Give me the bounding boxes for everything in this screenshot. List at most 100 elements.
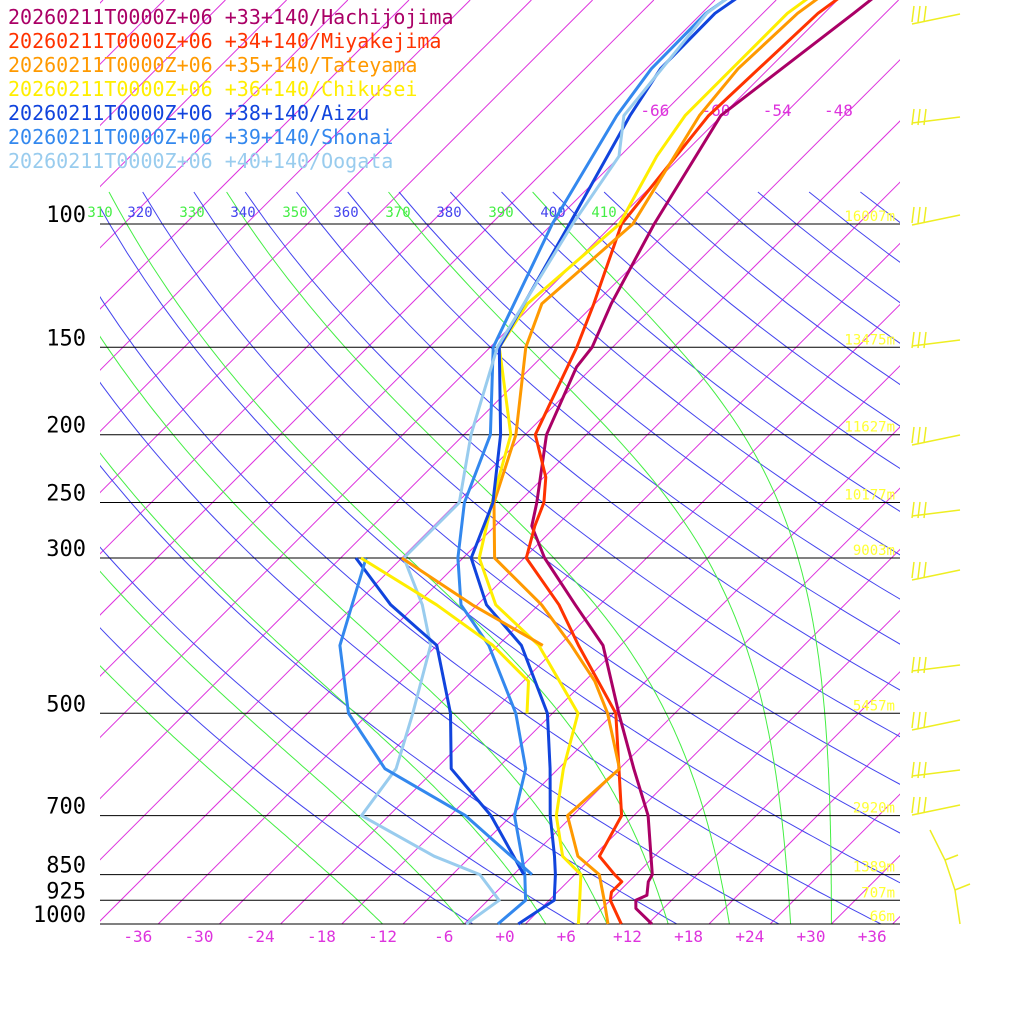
temp-tick-label: -24 [246, 927, 275, 946]
temp-tick-label: +30 [797, 927, 826, 946]
legend-entry: 20260211T0000Z+06 +35+140/Tateyama [8, 53, 417, 77]
wind-barb [911, 108, 961, 126]
height-label: 10177m [844, 488, 895, 504]
isotherm-line [100, 0, 716, 616]
wind-barb [911, 761, 961, 779]
wind-barb [911, 656, 961, 674]
moist-adiabat [388, 191, 792, 924]
isotherm-line [892, 915, 900, 924]
dry-adiabat [398, 191, 900, 600]
moist-adiabat [226, 191, 730, 924]
isotherm-line [647, 671, 900, 924]
isotherm-line [100, 0, 655, 555]
isotherm-line [525, 548, 900, 924]
isotherm-line [100, 0, 471, 371]
series-line [360, 0, 728, 926]
theta-label: 370 [385, 205, 410, 221]
legend-entry: 20260211T0000Z+06 +36+140/Chikusei [8, 77, 417, 101]
height-label: 707m [861, 885, 895, 901]
temp-tick-label: -12 [368, 927, 397, 946]
theta-label: 310 [87, 205, 112, 221]
theta-label: 410 [591, 205, 616, 221]
isotherm-line [100, 0, 287, 188]
height-label: 11627m [844, 420, 895, 436]
legend-entry: 20260211T0000Z+06 +33+140/Hachijojima [8, 5, 454, 29]
temp-tick-label: -36 [123, 927, 152, 946]
series-line [360, 556, 530, 714]
isotherm-line [769, 793, 900, 924]
theta-label: 350 [282, 205, 307, 221]
dry-adiabat [501, 191, 900, 512]
pressure-label: 200 [46, 414, 86, 439]
theta-label: 340 [230, 205, 255, 221]
series-line [530, 0, 874, 926]
isotherm-line [157, 181, 900, 924]
dry-adiabat [912, 192, 1024, 924]
legend-entry: 20260211T0000Z+06 +38+140/Aizu [8, 101, 369, 125]
isotherm-line [100, 0, 777, 677]
grid-layer [100, 0, 1024, 924]
dry-adiabat [244, 191, 900, 738]
wind-barb [911, 331, 961, 349]
series-line [456, 0, 728, 926]
upper-isotherm-label: -48 [824, 101, 853, 120]
pressure-label: 150 [46, 326, 86, 351]
theta-label: 360 [333, 205, 358, 221]
isotherm-line [100, 0, 593, 494]
temp-tick-label: +12 [613, 927, 642, 946]
height-label: 2920m [853, 801, 895, 817]
dry-adiabat [142, 191, 900, 834]
legend: 20260211T0000Z+06 +33+140/Hachijojima202… [8, 5, 454, 173]
wind-barb [911, 426, 961, 446]
isotherm-line [219, 242, 900, 924]
isotherm-line [100, 0, 349, 249]
wind-barb [929, 829, 971, 925]
series-line [400, 556, 544, 647]
dry-adiabat [100, 464, 678, 924]
legend-entry: 20260211T0000Z+06 +34+140/Miyakejima [8, 29, 441, 53]
height-label: 1389m [853, 860, 895, 876]
isotherm-line [341, 365, 900, 924]
dry-adiabat [296, 191, 900, 691]
legend-entry: 20260211T0000Z+06 +39+140/Shonai [8, 125, 393, 149]
series-line [469, 0, 737, 926]
height-label: 16007m [844, 209, 895, 225]
dry-adiabat [100, 206, 900, 884]
moist-adiabat [532, 191, 832, 924]
pressure-label: 300 [46, 537, 86, 562]
isotherm-line [831, 854, 900, 924]
upper-isotherm-label: -66 [640, 101, 669, 120]
moist-adiabat [100, 665, 383, 924]
isotherm-line [100, 0, 899, 800]
theta-label: 320 [127, 205, 152, 221]
isotherm-line [708, 732, 900, 924]
isotherm-line [280, 303, 900, 924]
temp-tick-label: -18 [307, 927, 336, 946]
wind-barb [911, 501, 961, 519]
theta-label: 390 [488, 205, 513, 221]
pressure-label: 850 [46, 854, 86, 879]
theta-label: 400 [540, 205, 565, 221]
isotherm-line [586, 609, 900, 924]
pressure-label: 500 [46, 692, 86, 717]
series-line [338, 557, 533, 876]
dry-adiabat [100, 546, 576, 924]
upper-isotherm-label: -54 [763, 101, 792, 120]
moist-adiabat [100, 570, 465, 924]
wind-barb [911, 796, 961, 816]
series-layer [338, 0, 874, 926]
temp-tick-label: +36 [858, 927, 887, 946]
pressure-label: 1000 [33, 903, 86, 928]
temp-tick-label: -30 [185, 927, 214, 946]
pressure-label: 250 [46, 482, 86, 507]
isotherm-line [402, 426, 900, 924]
dry-adiabat [100, 627, 474, 924]
isotherm-line [463, 487, 900, 924]
wind-barb [911, 5, 961, 25]
wind-barb [911, 711, 961, 731]
wind-barb [911, 206, 961, 226]
pressure-label: 700 [46, 795, 86, 820]
pressure-label: 100 [46, 203, 86, 228]
isotherm-line [100, 0, 532, 433]
